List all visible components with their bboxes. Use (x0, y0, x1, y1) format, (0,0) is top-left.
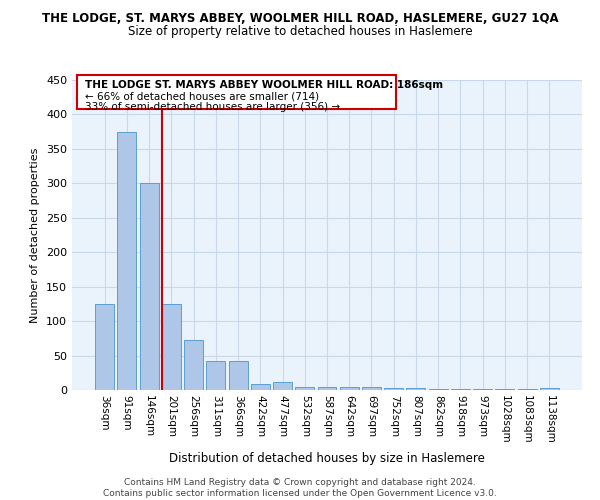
Bar (273, 382, 292, 390)
Bar (317, 386, 337, 390)
Y-axis label: Number of detached properties: Number of detached properties (31, 148, 40, 322)
X-axis label: Distribution of detached houses by size in Haslemere: Distribution of detached houses by size … (169, 452, 485, 465)
Bar (362, 386, 381, 390)
Bar (540, 388, 559, 390)
Bar (206, 361, 225, 390)
Text: THE LODGE ST. MARYS ABBEY WOOLMER HILL ROAD: 186sqm: THE LODGE ST. MARYS ABBEY WOOLMER HILL R… (85, 80, 443, 90)
Bar (406, 388, 425, 390)
Bar (340, 387, 359, 390)
Text: Contains HM Land Registry data © Crown copyright and database right 2024.
Contai: Contains HM Land Registry data © Crown c… (103, 478, 497, 498)
Bar (140, 184, 158, 390)
Bar (251, 384, 270, 390)
Bar (95, 304, 114, 390)
Text: THE LODGE, ST. MARYS ABBEY, WOOLMER HILL ROAD, HASLEMERE, GU27 1QA: THE LODGE, ST. MARYS ABBEY, WOOLMER HILL… (41, 12, 559, 26)
Bar (295, 386, 314, 390)
Text: ← 66% of detached houses are smaller (714): ← 66% of detached houses are smaller (71… (85, 92, 319, 102)
FancyBboxPatch shape (77, 76, 396, 110)
Text: Size of property relative to detached houses in Haslemere: Size of property relative to detached ho… (128, 25, 472, 38)
Bar (162, 304, 181, 390)
Bar (229, 361, 248, 390)
Bar (184, 340, 203, 390)
Bar (384, 388, 403, 390)
Text: 33% of semi-detached houses are larger (356) →: 33% of semi-detached houses are larger (… (85, 102, 340, 112)
Bar (451, 388, 470, 390)
Bar (118, 132, 136, 390)
